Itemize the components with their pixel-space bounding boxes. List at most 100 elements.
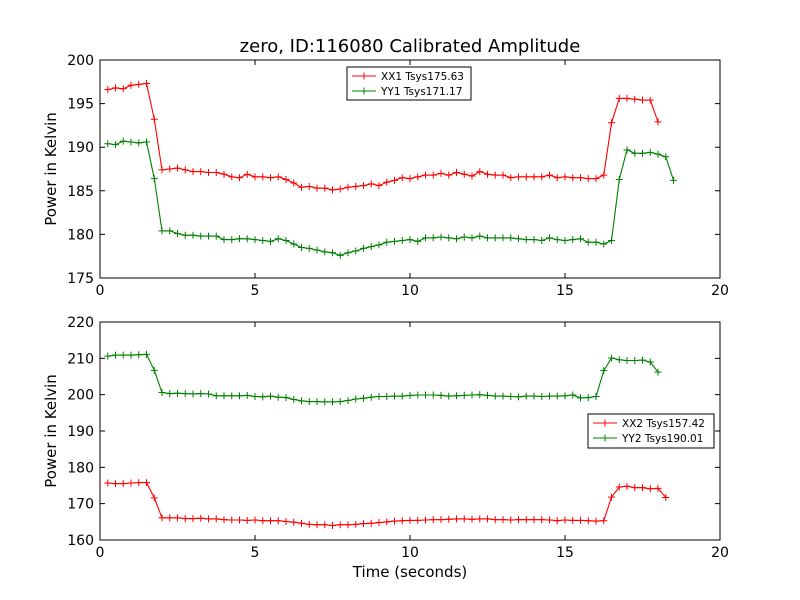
data-point [600, 171, 608, 179]
data-point [654, 368, 662, 376]
data-point [437, 233, 445, 241]
data-point [197, 232, 205, 240]
data-point [561, 516, 569, 524]
data-point [329, 186, 336, 194]
data-point [127, 479, 135, 487]
data-point [391, 176, 398, 184]
data-point [344, 521, 352, 529]
data-point [367, 243, 375, 251]
data-point [383, 178, 391, 186]
legend-marker [360, 87, 368, 95]
data-point [600, 517, 608, 525]
y-axis-label: Power in Kelvin [42, 112, 60, 226]
data-point [243, 170, 251, 178]
data-point [484, 515, 491, 523]
y-tick-label: 185 [67, 184, 94, 200]
data-point [375, 519, 383, 527]
x-axis-label: Time (seconds) [352, 563, 468, 581]
data-point [119, 351, 127, 359]
data-point [259, 237, 267, 245]
data-point [251, 516, 259, 524]
legend-box [346, 66, 472, 101]
data-point [468, 515, 476, 523]
data-point [577, 174, 584, 182]
data-point [507, 516, 515, 524]
y-tick-label: 180 [67, 460, 94, 476]
data-point [615, 356, 623, 364]
data-point [484, 391, 491, 399]
data-point [476, 391, 484, 399]
data-point [577, 516, 584, 524]
data-point [460, 515, 468, 523]
y-tick-label: 200 [67, 53, 94, 69]
data-point [336, 185, 344, 193]
data-point [305, 398, 313, 406]
data-point [584, 175, 592, 183]
data-point [135, 479, 143, 487]
data-point [282, 517, 290, 525]
chart-title: zero, ID:116080 Calibrated Amplitude [240, 36, 581, 57]
data-point [143, 80, 150, 88]
data-point [143, 138, 150, 146]
data-point [166, 227, 174, 235]
x-tick-label: 10 [401, 545, 419, 561]
data-point [623, 146, 631, 154]
data-point [313, 246, 321, 254]
data-point [422, 171, 429, 179]
data-point [298, 183, 305, 191]
data-point [646, 96, 654, 104]
data-point [290, 395, 298, 403]
data-point [546, 234, 553, 242]
data-point [220, 392, 228, 400]
data-point [569, 174, 577, 182]
data-point [569, 236, 577, 244]
data-point [298, 243, 305, 251]
data-point [166, 165, 174, 173]
data-point [181, 390, 189, 398]
data-point [445, 234, 453, 242]
data-point [205, 390, 212, 398]
data-point [344, 396, 352, 404]
data-point [499, 516, 507, 524]
data-point [104, 479, 112, 487]
data-point [212, 392, 220, 400]
data-point [352, 395, 360, 403]
data-point [174, 164, 181, 172]
data-point [600, 240, 608, 248]
y-tick-label: 160 [67, 533, 94, 549]
data-point [174, 514, 181, 522]
data-point [282, 394, 290, 402]
data-point [336, 251, 344, 259]
data-point [158, 514, 166, 522]
data-point [522, 516, 530, 524]
data-point [530, 392, 538, 400]
data-point [150, 175, 158, 183]
data-point [119, 85, 127, 93]
data-point [639, 96, 646, 104]
data-point [584, 517, 592, 525]
data-point [476, 232, 484, 240]
data-point [445, 515, 453, 523]
data-point [228, 392, 236, 400]
data-point [538, 237, 546, 245]
data-point [437, 516, 445, 524]
data-point [367, 393, 375, 401]
data-point [398, 517, 406, 525]
data-point [553, 392, 561, 400]
y-tick-label: 220 [67, 315, 94, 331]
data-point [104, 352, 112, 360]
data-point [499, 234, 507, 242]
data-point [670, 176, 677, 184]
data-point [391, 237, 398, 245]
data-point [600, 367, 608, 375]
y-tick-label: 170 [67, 497, 94, 513]
data-point [546, 171, 553, 179]
data-point [344, 249, 352, 257]
data-point [391, 517, 398, 525]
data-point [615, 483, 623, 491]
data-point [584, 238, 592, 246]
data-point [313, 184, 321, 192]
data-point [104, 86, 112, 94]
data-point [592, 517, 600, 525]
